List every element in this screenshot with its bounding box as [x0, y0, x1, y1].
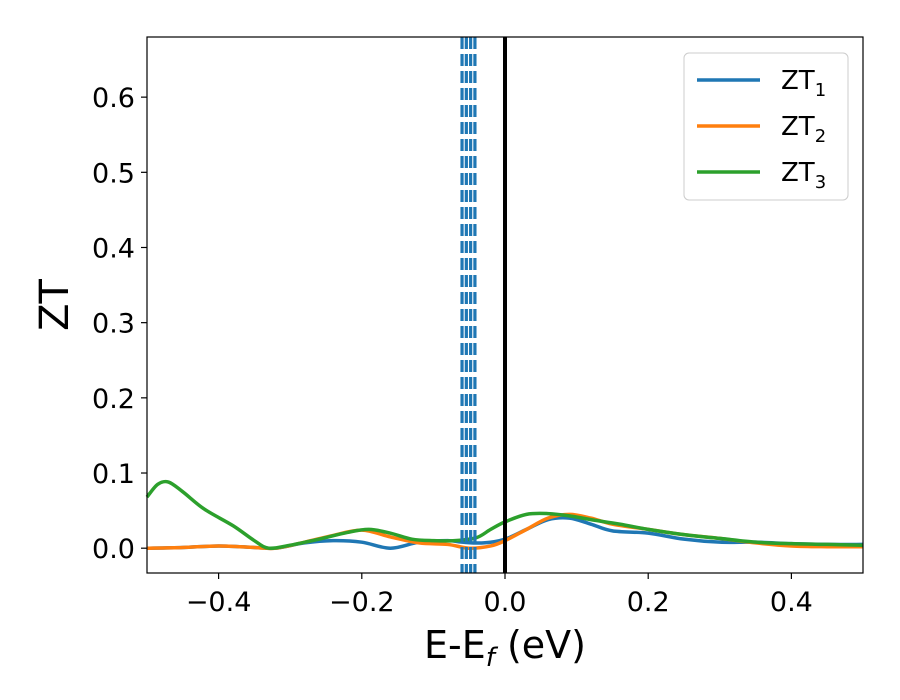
legend-label-zt3: ZT3	[781, 158, 826, 193]
vertical-lines-layer	[460, 37, 507, 573]
x-tick-label: 0.0	[484, 587, 527, 618]
legend-label-zt1: ZT1	[781, 66, 826, 101]
x-tick-label: −0.2	[329, 587, 395, 618]
y-axis-label: ZT	[32, 279, 78, 331]
y-axis-ticks: 0.0 0.1 0.2 0.3 0.4 0.5 0.6	[92, 83, 147, 565]
legend: ZT1 ZT2 ZT3	[683, 52, 849, 201]
y-tick-label: 0.2	[92, 384, 135, 415]
legend-label-zt2: ZT2	[781, 112, 826, 147]
y-tick-label: 0.6	[92, 83, 135, 114]
x-tick-label: 0.4	[770, 587, 813, 618]
x-axis-ticks: −0.4 −0.2 0.0 0.2 0.4	[186, 573, 813, 618]
legend-box	[683, 52, 849, 201]
y-tick-label: 0.0	[92, 534, 135, 565]
x-axis-label: E-Ef (eV)	[424, 623, 586, 673]
x-tick-label: 0.2	[627, 587, 670, 618]
y-tick-label: 0.1	[92, 459, 135, 490]
y-tick-label: 0.4	[92, 233, 135, 264]
y-tick-label: 0.5	[92, 158, 135, 189]
y-tick-label: 0.3	[92, 309, 135, 340]
x-tick-label: −0.4	[186, 587, 252, 618]
series-layer	[145, 479, 864, 551]
series-line-zt3	[145, 479, 864, 551]
